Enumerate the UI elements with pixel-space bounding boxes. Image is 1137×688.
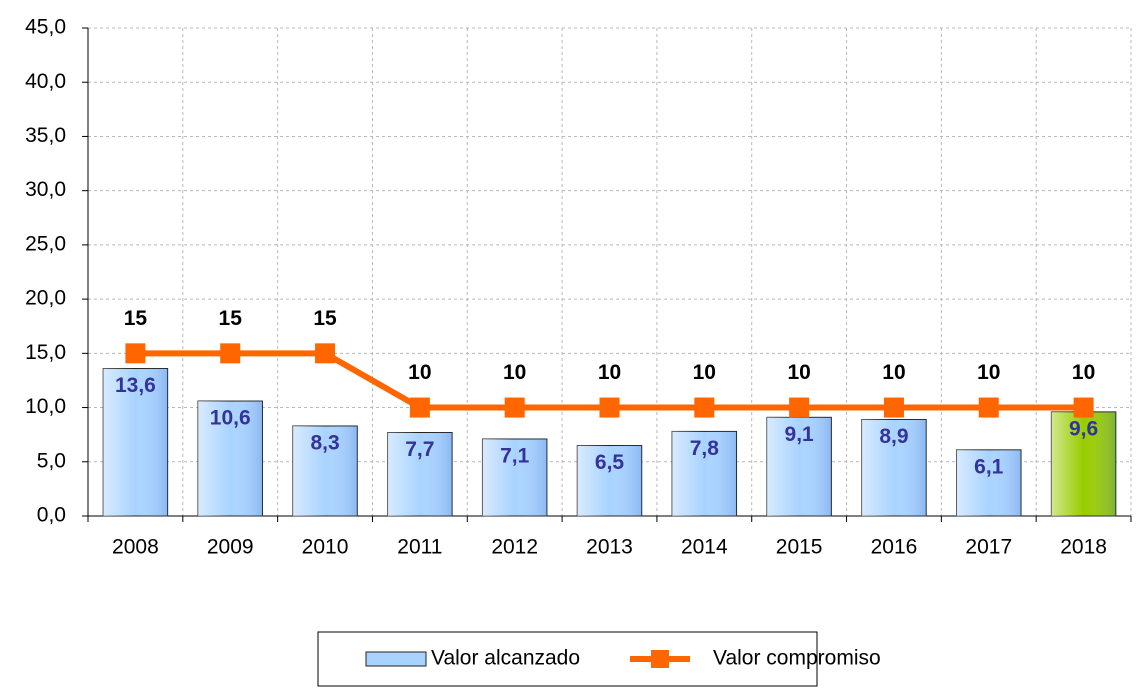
line-marker (409, 397, 430, 418)
y-tick-label: 10,0 (25, 395, 66, 418)
y-tick-label: 25,0 (25, 232, 66, 255)
x-tick-label: 2018 (1060, 536, 1107, 559)
x-tick-label: 2015 (776, 536, 823, 559)
line-marker (883, 397, 904, 418)
line-marker (125, 343, 146, 364)
line-value-label: 10 (977, 361, 1000, 384)
line-value-label: 10 (693, 361, 716, 384)
bar-shine (861, 419, 927, 516)
bar-value-label: 8,3 (310, 432, 339, 455)
bar-value-label: 10,6 (210, 407, 251, 430)
bar-value-label: 6,1 (974, 455, 1004, 478)
bar-shine (672, 431, 737, 516)
y-tick-label: 30,0 (25, 178, 66, 201)
bar-shine (197, 401, 263, 516)
line-value-label: 10 (1072, 361, 1095, 384)
bar-shine (482, 439, 547, 516)
y-tick-label: 15,0 (25, 341, 66, 364)
x-tick-label: 2012 (491, 536, 538, 559)
line-marker (978, 397, 999, 418)
x-tick-label: 2017 (965, 536, 1012, 559)
y-tick-label: 40,0 (25, 70, 66, 93)
bar-shine (292, 425, 358, 516)
y-tick-label: 20,0 (25, 287, 66, 310)
x-tick-label: 2010 (302, 536, 349, 559)
legend-label: Valor alcanzado (431, 647, 580, 670)
legend-swatch (365, 651, 427, 667)
x-tick-label: 2016 (871, 536, 918, 559)
line-value-label: 15 (219, 307, 243, 330)
bar-shine (103, 368, 168, 516)
line-value-label: 10 (503, 361, 526, 384)
bar-value-label: 8,9 (879, 425, 908, 448)
bar-value-label: 6,5 (595, 451, 625, 474)
line-marker (315, 343, 336, 364)
line-marker (694, 397, 715, 418)
y-tick-label: 45,0 (25, 16, 66, 39)
bar-shine (956, 449, 1022, 516)
bar-value-label: 7,1 (500, 445, 530, 468)
line-marker (220, 343, 241, 364)
legend-marker (651, 650, 669, 668)
bar-shine (1051, 411, 1116, 516)
y-tick-label: 5,0 (37, 449, 66, 472)
x-tick-label: 2014 (681, 536, 728, 559)
legend-label: Valor compromiso (713, 647, 881, 670)
line-value-label: 15 (124, 307, 148, 330)
line-marker (504, 397, 525, 418)
line-marker (599, 397, 620, 418)
x-tick-label: 2013 (586, 536, 633, 559)
bar-value-label: 7,8 (690, 437, 720, 460)
bar-shine (577, 445, 642, 516)
line-value-label: 15 (313, 307, 337, 330)
line-value-label: 10 (408, 361, 431, 384)
line-value-label: 10 (882, 361, 905, 384)
bar-shine (766, 417, 832, 516)
y-tick-label: 35,0 (25, 124, 66, 147)
line-value-label: 10 (598, 361, 621, 384)
x-tick-label: 2011 (397, 536, 442, 559)
line-value-label: 10 (787, 361, 810, 384)
line-marker (789, 397, 810, 418)
bar-shine (387, 432, 453, 516)
bar-value-label: 9,1 (785, 423, 815, 446)
bar-value-label: 7,7 (405, 438, 434, 461)
y-tick-label: 0,0 (37, 504, 66, 527)
x-tick-label: 2008 (112, 536, 159, 559)
bar-value-label: 9,6 (1069, 417, 1098, 440)
x-tick-label: 2009 (207, 536, 254, 559)
bar-value-label: 13,6 (115, 374, 156, 397)
line-marker (1073, 397, 1094, 418)
